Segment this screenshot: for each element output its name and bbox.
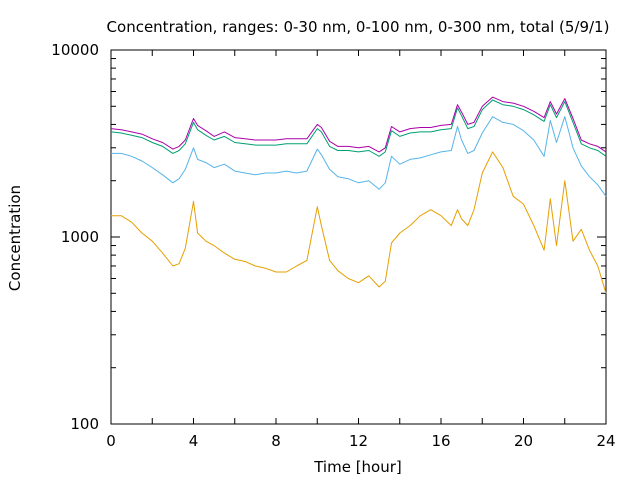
x-tick-label: 4 <box>189 432 199 450</box>
x-tick-label: 16 <box>431 432 450 450</box>
x-tick-label: 12 <box>349 432 368 450</box>
plot-area: 0 4 8 12 16 20 24 100 1000 10000 <box>51 41 615 450</box>
y-tick-label: 1000 <box>61 228 99 246</box>
x-tick-label: 8 <box>271 432 281 450</box>
x-tick-label: 0 <box>106 432 116 450</box>
y-axis-label: Concentration <box>6 185 24 291</box>
y-tick-label: 10000 <box>51 41 99 59</box>
series-line <box>110 99 607 157</box>
x-tick-label: 24 <box>596 432 615 450</box>
series-line <box>111 151 607 294</box>
plot-frame <box>110 49 607 425</box>
x-axis-label: Time [hour] <box>313 458 402 476</box>
y-tick-label: 100 <box>70 415 99 433</box>
chart-title: Concentration, ranges: 0-30 nm, 0-100 nm… <box>107 18 610 36</box>
series-line <box>110 96 607 153</box>
x-tick-label: 20 <box>514 432 533 450</box>
series-line <box>111 116 607 197</box>
